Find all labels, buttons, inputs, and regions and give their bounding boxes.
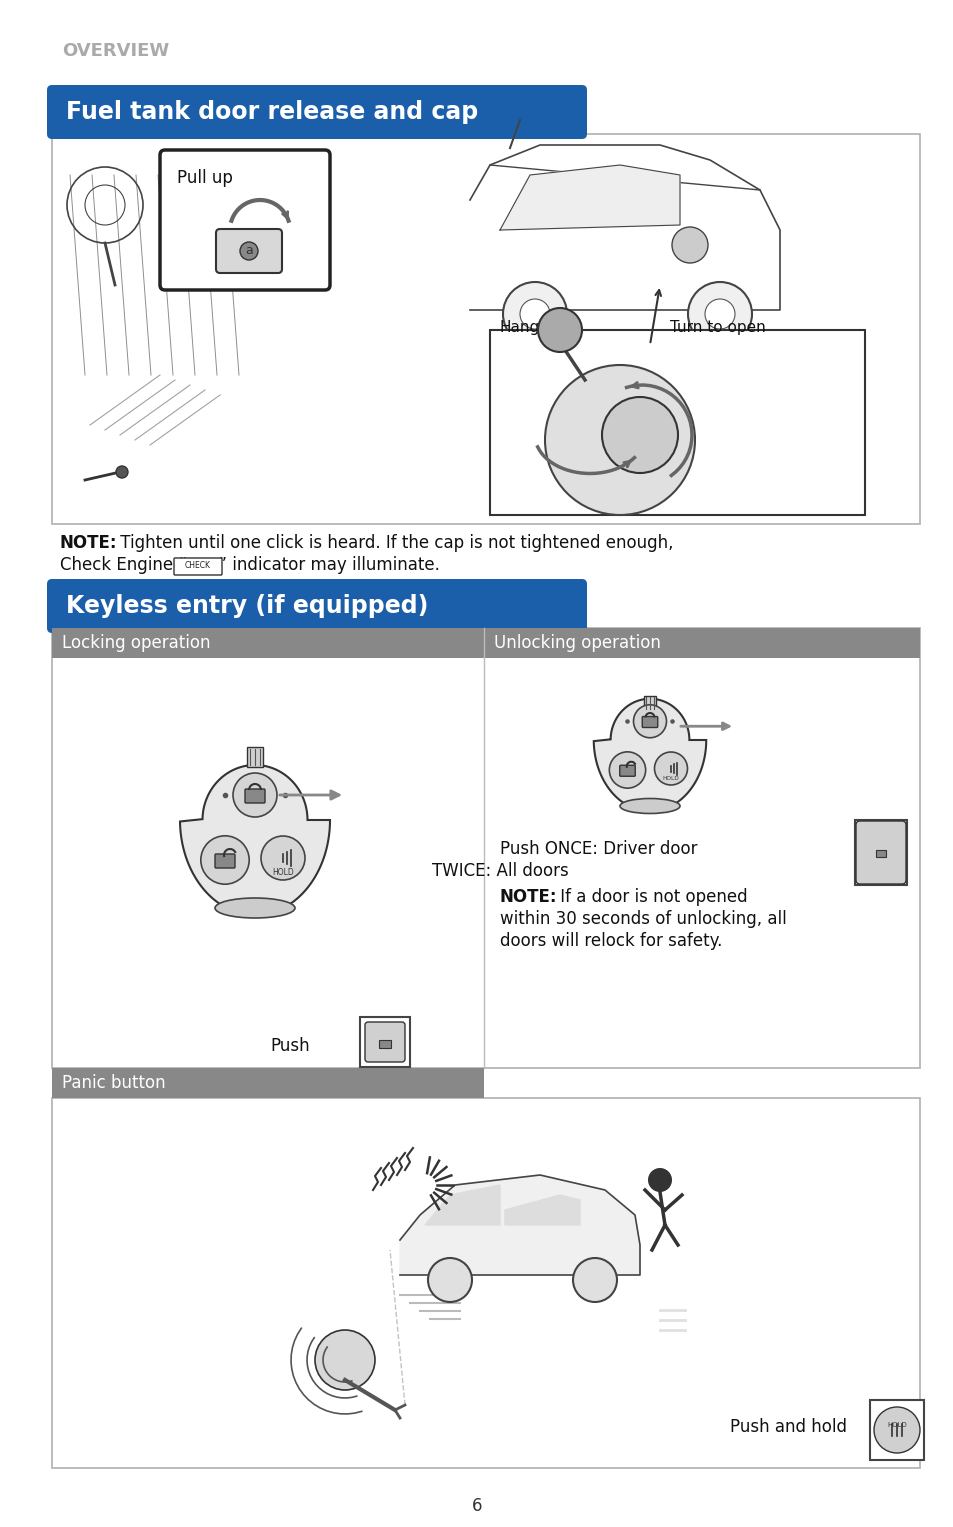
Circle shape: [502, 282, 566, 347]
Bar: [52, 628, 483, 658]
Text: Fuel tank door release and cap: Fuel tank door release and cap: [66, 99, 477, 124]
Ellipse shape: [619, 799, 679, 814]
Circle shape: [601, 397, 678, 473]
Polygon shape: [504, 1196, 579, 1225]
Polygon shape: [424, 1185, 499, 1225]
Text: Hang: Hang: [499, 321, 539, 334]
FancyBboxPatch shape: [160, 150, 330, 290]
Bar: [52, 628, 919, 1067]
FancyBboxPatch shape: [173, 557, 222, 576]
Bar: [52, 1067, 483, 1098]
Text: HOLD: HOLD: [272, 867, 294, 876]
Text: OVERVIEW: OVERVIEW: [62, 43, 169, 60]
Text: 6: 6: [471, 1496, 482, 1515]
FancyBboxPatch shape: [245, 789, 265, 803]
Text: Keyless entry (if equipped): Keyless entry (if equipped): [66, 594, 428, 618]
Text: CHECK: CHECK: [185, 562, 211, 571]
Bar: [52, 1098, 919, 1467]
FancyBboxPatch shape: [854, 820, 906, 886]
Circle shape: [428, 1258, 472, 1303]
Text: Push ONCE: Driver door: Push ONCE: Driver door: [499, 840, 697, 858]
FancyBboxPatch shape: [214, 854, 234, 867]
Text: NOTE:: NOTE:: [60, 534, 117, 551]
Text: Tighten until one click is heard. If the cap is not tightened enough,: Tighten until one click is heard. If the…: [115, 534, 673, 551]
Circle shape: [573, 1258, 617, 1303]
Text: Locking operation: Locking operation: [62, 634, 211, 652]
Circle shape: [873, 1406, 919, 1454]
Circle shape: [671, 228, 707, 263]
Bar: [378, 1040, 391, 1048]
Text: Push: Push: [270, 1037, 310, 1055]
Circle shape: [633, 705, 666, 738]
Polygon shape: [399, 1174, 639, 1275]
Bar: [643, 696, 656, 712]
Text: within 30 seconds of unlocking, all: within 30 seconds of unlocking, all: [499, 910, 786, 928]
Text: Panic button: Panic button: [62, 1073, 166, 1092]
Bar: [875, 851, 885, 857]
Ellipse shape: [214, 898, 294, 918]
Bar: [52, 134, 919, 524]
Circle shape: [544, 365, 695, 515]
FancyBboxPatch shape: [365, 1022, 405, 1061]
FancyBboxPatch shape: [641, 716, 657, 727]
Text: NOTE:: NOTE:: [499, 889, 557, 906]
Circle shape: [200, 835, 249, 884]
FancyBboxPatch shape: [359, 1017, 410, 1067]
Bar: [247, 747, 263, 767]
Text: Unlocking operation: Unlocking operation: [494, 634, 660, 652]
Text: a: a: [245, 244, 253, 258]
FancyBboxPatch shape: [47, 86, 586, 139]
FancyBboxPatch shape: [490, 330, 864, 515]
Text: HOLD: HOLD: [662, 776, 679, 780]
Bar: [483, 628, 919, 658]
Circle shape: [519, 299, 550, 328]
FancyBboxPatch shape: [619, 765, 635, 776]
Circle shape: [537, 308, 581, 353]
Text: Turn to open: Turn to open: [669, 321, 765, 334]
FancyBboxPatch shape: [47, 579, 586, 634]
Circle shape: [233, 773, 276, 817]
Text: Push and hold: Push and hold: [729, 1419, 846, 1435]
Circle shape: [314, 1330, 375, 1390]
Polygon shape: [499, 165, 679, 231]
FancyBboxPatch shape: [855, 822, 905, 884]
Circle shape: [261, 835, 305, 880]
Circle shape: [609, 751, 645, 788]
Circle shape: [647, 1168, 671, 1193]
Text: doors will relock for safety.: doors will relock for safety.: [499, 931, 721, 950]
Text: Pull up: Pull up: [177, 169, 233, 186]
Polygon shape: [593, 699, 705, 811]
Text: Check Engine “      ” indicator may illuminate.: Check Engine “ ” indicator may illuminat…: [60, 556, 439, 574]
Circle shape: [654, 751, 687, 785]
FancyBboxPatch shape: [215, 229, 282, 273]
Circle shape: [116, 466, 128, 478]
Text: HOLD: HOLD: [886, 1422, 906, 1428]
Circle shape: [704, 299, 734, 328]
Circle shape: [240, 241, 257, 260]
Text: TWICE: All doors: TWICE: All doors: [431, 863, 568, 880]
Text: If a door is not opened: If a door is not opened: [555, 889, 747, 906]
FancyBboxPatch shape: [869, 1400, 923, 1460]
Circle shape: [687, 282, 751, 347]
Polygon shape: [470, 145, 780, 310]
Polygon shape: [180, 765, 330, 915]
